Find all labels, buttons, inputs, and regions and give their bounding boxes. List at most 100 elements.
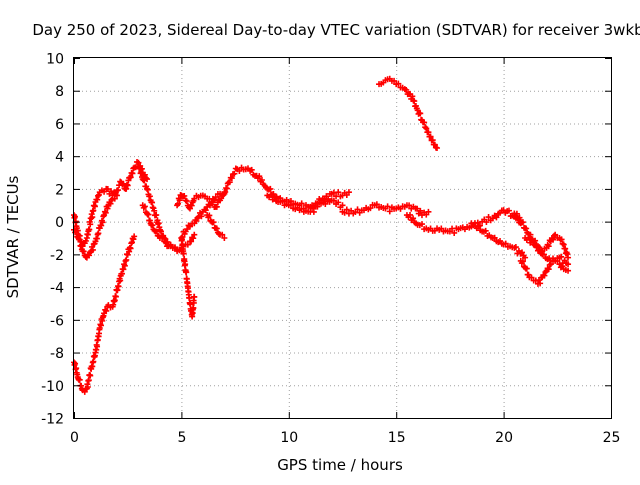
data-point [94, 196, 101, 203]
data-point [410, 215, 417, 222]
data-point [267, 191, 274, 198]
data-point [131, 233, 138, 240]
data-point [425, 129, 432, 136]
data-point [87, 221, 94, 228]
y-tick-label: 8 [55, 84, 64, 100]
data-point [519, 219, 526, 226]
data-point [298, 200, 305, 207]
data-point [184, 241, 191, 248]
data-point [483, 219, 490, 226]
data-point [314, 203, 321, 210]
data-point [558, 236, 565, 243]
data-point [193, 218, 200, 225]
data-point [183, 198, 190, 205]
data-point [425, 208, 432, 215]
data-point [102, 209, 109, 216]
data-point [213, 225, 220, 232]
data-point [220, 192, 227, 199]
data-point [406, 202, 413, 209]
data-point [212, 194, 219, 201]
data-point [418, 221, 425, 228]
data-point [115, 187, 122, 194]
y-tick-label: -2 [50, 248, 64, 264]
data-point [206, 195, 213, 202]
data-point [141, 177, 148, 184]
data-point [231, 170, 238, 177]
data-point [107, 200, 114, 207]
data-point [434, 145, 441, 151]
data-point [395, 80, 402, 87]
data-point [384, 203, 391, 210]
data-point [181, 192, 188, 199]
data-point [421, 119, 428, 126]
data-point [475, 223, 482, 230]
data-point [540, 251, 547, 258]
data-point [545, 266, 552, 273]
chart-title: Day 250 of 2023, Sidereal Day-to-day VTE… [32, 21, 640, 39]
data-point [516, 214, 523, 221]
data-point [417, 110, 424, 117]
data-point [519, 258, 526, 265]
data-point [174, 200, 181, 207]
data-point [71, 213, 78, 220]
data-point [113, 192, 120, 199]
data-point [287, 201, 294, 208]
data-point [95, 192, 102, 199]
data-point [191, 293, 198, 300]
y-tick-label: -4 [50, 281, 64, 297]
data-point [90, 358, 97, 365]
data-point [523, 265, 530, 272]
data-point [271, 194, 278, 201]
data-point [98, 322, 105, 329]
data-point [391, 77, 398, 84]
data-point [552, 231, 559, 238]
data-point [99, 219, 106, 226]
data-point [519, 249, 526, 256]
data-point [213, 203, 220, 210]
data-point [176, 197, 183, 204]
y-tick-label: 0 [55, 215, 64, 231]
data-point [129, 170, 136, 177]
data-point [179, 233, 186, 240]
data-point [558, 253, 565, 260]
data-point [522, 254, 529, 261]
data-point [149, 222, 156, 229]
data-point [202, 207, 209, 214]
data-point [386, 208, 393, 215]
data-point [82, 237, 89, 244]
y-tick-label: -12 [41, 412, 64, 428]
data-point [258, 176, 265, 183]
data-point [209, 199, 216, 206]
data-point [411, 98, 418, 105]
data-point [407, 211, 414, 218]
y-tick-label: -10 [41, 379, 64, 395]
axis-ticks: 0 5 10 15 20 25 -12 -10 -8 -6 -4 -2 0 2 4 6 8 10 [41, 52, 620, 447]
data-point [81, 388, 88, 395]
y-tick-label: -6 [50, 313, 64, 329]
data-point [80, 248, 87, 255]
data-point [279, 197, 286, 204]
data-point [111, 195, 118, 202]
data-point [198, 213, 205, 220]
data-point [87, 372, 94, 379]
x-axis-label: GPS time / hours [277, 456, 403, 474]
x-tick-label: 10 [280, 430, 298, 446]
y-tick-label: 6 [55, 117, 64, 133]
data-point [102, 306, 109, 313]
data-point [417, 207, 424, 214]
y-tick-label: 4 [55, 150, 64, 166]
data-point [136, 164, 143, 171]
data-point [180, 250, 187, 257]
data-point [127, 174, 134, 181]
data-point [236, 168, 243, 175]
data-point [86, 226, 93, 233]
data-point [104, 186, 111, 193]
data-point [141, 203, 148, 210]
data-point [228, 175, 235, 182]
x-tick-label: 20 [495, 430, 513, 446]
data-point [127, 245, 134, 252]
data-point [210, 219, 217, 226]
data-point [335, 189, 342, 196]
data-point [221, 235, 228, 241]
